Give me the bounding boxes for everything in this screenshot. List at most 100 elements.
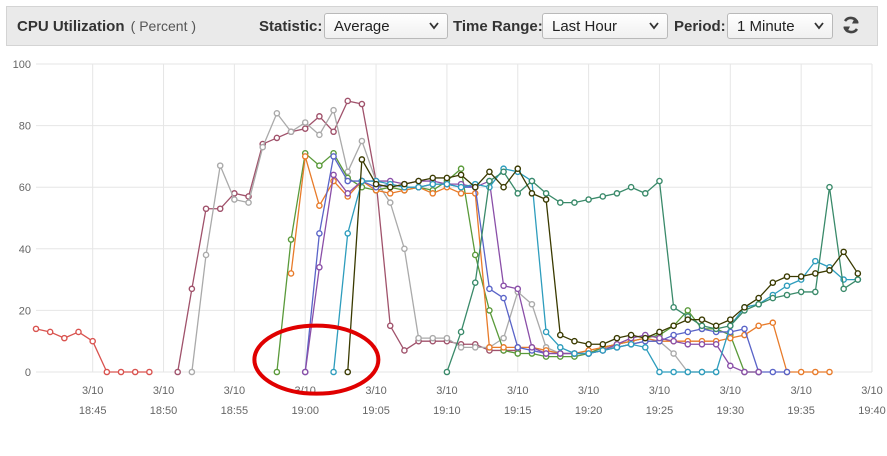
x-tick-date: 3/10 — [649, 385, 670, 397]
data-point — [471, 183, 479, 191]
series-line-9 — [446, 171, 859, 373]
data-point — [670, 337, 677, 345]
statistic-select[interactable]: Average — [324, 13, 448, 39]
data-point — [401, 180, 408, 188]
x-tick-time: 18:45 — [79, 405, 107, 417]
data-point — [316, 202, 323, 209]
time-range-value: Last Hour — [552, 18, 618, 35]
data-point — [344, 230, 352, 237]
data-point — [627, 340, 635, 348]
data-point — [273, 368, 281, 376]
data-point — [344, 190, 352, 197]
data-point — [500, 183, 507, 191]
chevron-down-icon — [649, 22, 659, 30]
data-point — [429, 174, 437, 182]
data-point — [698, 340, 706, 348]
data-point — [670, 368, 677, 376]
x-tick-time: 19:15 — [504, 405, 532, 417]
data-point — [372, 180, 380, 188]
statistic-label: Statistic: — [259, 18, 323, 35]
data-point — [486, 177, 493, 185]
data-point — [514, 344, 522, 351]
data-point — [769, 319, 777, 327]
data-point — [528, 177, 536, 185]
x-tick-time: 19:40 — [858, 405, 886, 417]
data-point — [769, 294, 777, 302]
data-point — [386, 199, 394, 206]
refresh-icon[interactable] — [840, 14, 862, 36]
data-point — [344, 177, 352, 185]
data-point — [755, 300, 762, 308]
data-point — [316, 162, 323, 169]
y-tick-label: 0 — [25, 367, 31, 379]
data-point — [840, 248, 847, 256]
data-point — [429, 190, 437, 197]
data-point — [188, 368, 196, 376]
data-point — [202, 205, 210, 213]
data-point — [429, 180, 437, 188]
data-point — [330, 153, 337, 160]
data-point — [698, 368, 706, 376]
y-tick-label: 100 — [13, 59, 31, 71]
x-tick-time: 19:25 — [646, 405, 674, 417]
data-point — [627, 331, 635, 339]
data-point — [684, 368, 692, 376]
data-point — [571, 337, 578, 345]
data-point — [344, 368, 352, 376]
data-point — [457, 165, 465, 173]
data-point — [684, 316, 692, 323]
data-point — [556, 344, 564, 351]
data-point — [656, 368, 663, 376]
x-tick-date: 3/10 — [365, 385, 386, 397]
data-point — [301, 153, 309, 160]
data-point — [301, 119, 309, 126]
chevron-down-icon — [814, 22, 824, 30]
data-point — [358, 100, 366, 108]
period-select[interactable]: 1 Minute — [727, 13, 833, 39]
data-point — [330, 128, 337, 136]
time-range-select[interactable]: Last Hour — [542, 13, 668, 39]
data-point — [826, 267, 833, 274]
data-point — [656, 334, 663, 342]
data-point — [854, 276, 862, 283]
data-point — [670, 350, 677, 357]
data-point — [641, 334, 649, 342]
series-line-3 — [191, 109, 717, 373]
y-tick-label: 40 — [19, 244, 31, 256]
chevron-down-icon — [429, 22, 439, 30]
data-point — [443, 334, 451, 342]
time-range-label: Time Range: — [453, 18, 543, 35]
x-tick-date: 3/10 — [790, 385, 811, 397]
data-point — [783, 282, 791, 290]
chart-title: CPU Utilization ( Percent ) — [17, 18, 196, 35]
data-point — [443, 174, 451, 182]
data-point — [797, 288, 805, 296]
data-point — [245, 199, 252, 206]
data-point — [585, 196, 592, 203]
data-point — [443, 368, 451, 376]
data-point — [812, 257, 819, 265]
data-point — [316, 263, 323, 271]
data-point — [641, 344, 649, 351]
x-tick-date: 3/10 — [861, 385, 882, 397]
x-tick-time: 19:20 — [575, 405, 603, 417]
data-point — [287, 236, 295, 243]
data-point — [386, 183, 394, 191]
data-point — [698, 316, 706, 323]
cpu-utilization-chart: 0 20 40 60 80 100 3/10 18:45 3/10 18:50 3/10 18:55 3… — [13, 59, 886, 417]
x-tick-date: 3/10 — [436, 385, 457, 397]
data-point — [471, 344, 479, 351]
series-line-10 — [347, 158, 859, 373]
data-point — [670, 322, 677, 330]
data-point — [117, 368, 125, 376]
data-point — [727, 334, 734, 342]
data-point — [89, 337, 96, 345]
metric-name: CPU Utilization — [17, 18, 125, 35]
period-value: 1 Minute — [737, 18, 795, 35]
data-point — [769, 279, 777, 286]
data-point — [401, 347, 408, 354]
x-tick-date: 3/10 — [82, 385, 103, 397]
data-point — [727, 322, 734, 330]
x-tick-time: 19:00 — [291, 405, 319, 417]
data-point — [670, 304, 677, 311]
